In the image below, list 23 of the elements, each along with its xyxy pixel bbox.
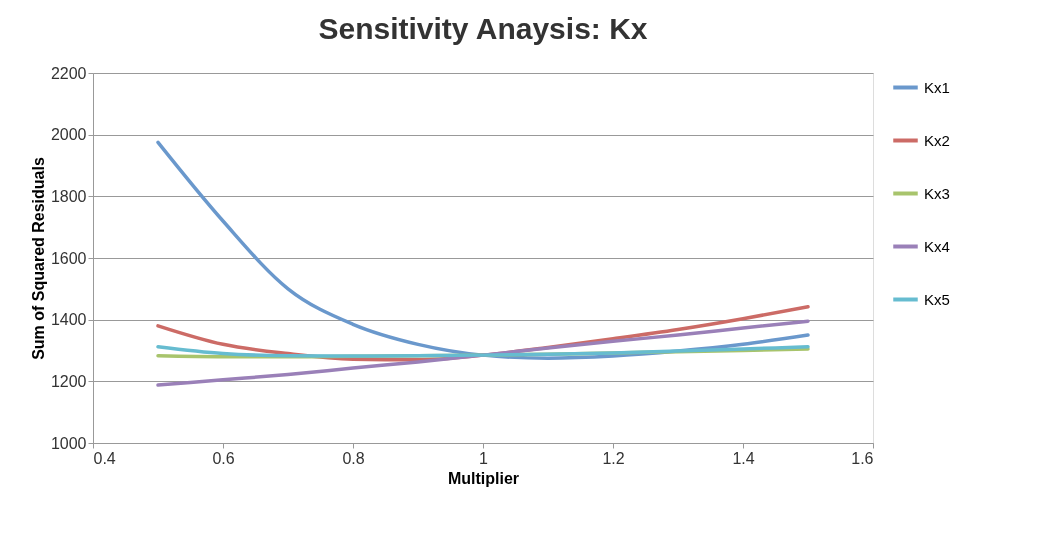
y-tick-label: 1200 [50,372,87,390]
y-axis-title: Sum of Squared Residuals [29,157,47,360]
legend-label: Kx4 [924,237,950,255]
y-tick-label: 1400 [50,311,87,329]
x-axis-title: Multiplier [447,469,520,487]
y-tick-label: 1000 [50,434,87,452]
chart-title: Sensitivity Anaysis: Kx [318,12,648,45]
legend-label: Kx5 [924,290,950,308]
x-tick-label: 0.6 [212,449,235,467]
x-tick-label: 1.2 [602,449,625,467]
y-tick-label: 1600 [50,249,87,267]
x-tick-label: 0.4 [93,449,116,467]
x-tick-label: 0.8 [342,449,365,467]
y-tick-label: 2200 [50,64,87,82]
y-tick-label: 1800 [50,187,87,205]
x-tick-label: 1.4 [732,449,755,467]
legend-label: Kx1 [924,78,950,96]
x-tick-label: 1 [479,449,489,467]
x-tick-label: 1.6 [851,449,874,467]
y-tick-label: 2000 [50,126,87,144]
legend-label: Kx2 [924,131,950,149]
line-series [156,319,810,387]
legend-label: Kx3 [924,184,950,202]
